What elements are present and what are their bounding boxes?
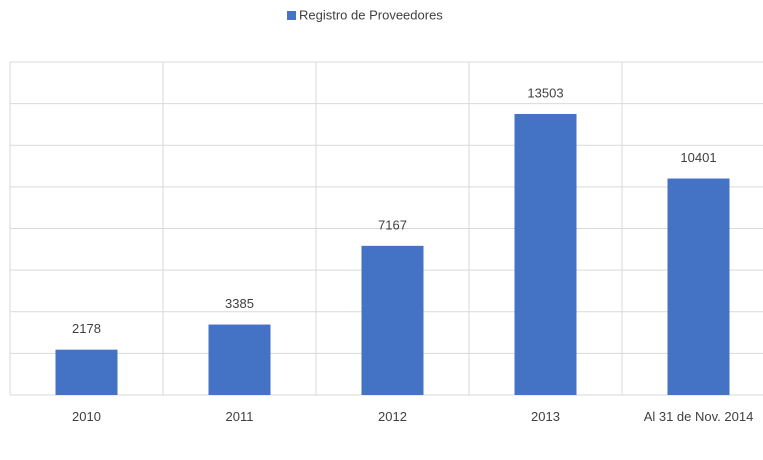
data-label: 13503 xyxy=(527,85,563,100)
bar xyxy=(361,245,424,395)
x-tick-label: 2011 xyxy=(225,409,254,424)
x-tick-label: Al 31 de Nov. 2014 xyxy=(643,409,754,424)
data-label: 10401 xyxy=(680,150,716,165)
data-label: 2178 xyxy=(72,321,101,336)
data-label: 7167 xyxy=(378,217,407,232)
bar xyxy=(55,349,118,395)
legend-label: Registro de Proveedores xyxy=(299,7,443,22)
bar xyxy=(514,113,577,395)
x-tick-label: 2012 xyxy=(378,409,407,424)
x-tick-label: 2013 xyxy=(531,409,560,424)
legend-swatch xyxy=(287,11,296,20)
bar xyxy=(208,324,271,395)
data-label: 3385 xyxy=(225,296,254,311)
bar xyxy=(667,178,730,395)
x-tick-label: 2010 xyxy=(72,409,101,424)
